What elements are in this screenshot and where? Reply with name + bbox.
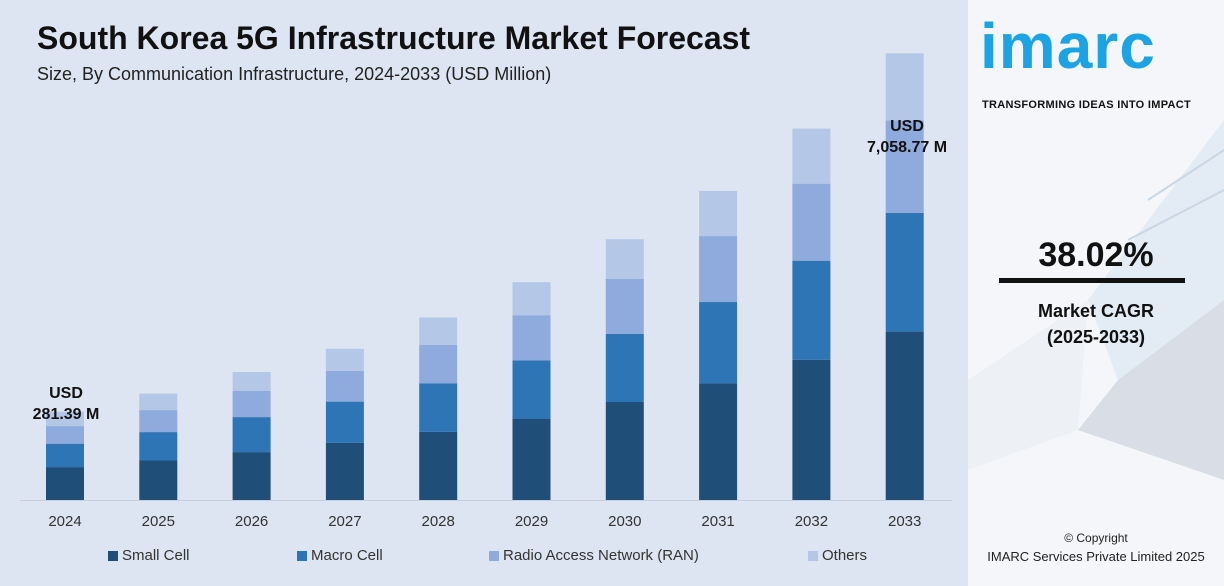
copyright-text: © Copyright (1064, 531, 1128, 545)
bar-2032-others (792, 128, 831, 184)
bar-2031-macro-cell (699, 302, 738, 384)
bar-2030-macro-cell (605, 333, 644, 402)
chart-panel: South Korea 5G Infrastructure Market For… (0, 0, 968, 586)
bar-2026-macro-cell (232, 417, 271, 453)
bar-2025-macro-cell (139, 432, 178, 461)
bar-2028-macro-cell (419, 383, 458, 432)
bar-2031-small-cell (699, 383, 738, 500)
bar-2027-radio-access-network-ran (325, 370, 364, 402)
bar-2027-small-cell (325, 442, 364, 500)
cagr-label: Market CAGR (2025-2033) (968, 298, 1224, 350)
bar-2024-macro-cell (46, 443, 84, 468)
company-name: IMARC Services Private Limited 2025 (987, 549, 1205, 564)
bar-2027-macro-cell (325, 401, 364, 443)
bar-2029-small-cell (512, 418, 551, 500)
bar-2032-macro-cell (792, 260, 831, 360)
chart-title: South Korea 5G Infrastructure Market For… (37, 20, 751, 56)
stacked-bar-chart: 2024 2025 2026 2027 2028 2029 2030 2031 2032 2033 (20, 53, 952, 530)
callout-2033: USD 7,058.77 M (855, 116, 959, 158)
bar-2033-radio-access-network-ran (885, 120, 924, 213)
callout-2024: USD 281.39 M (26, 383, 106, 425)
bar-2029-radio-access-network-ran (512, 315, 551, 361)
bar-2030-radio-access-network-ran (605, 278, 644, 334)
x-tick-label-2031: 2031 (701, 513, 734, 530)
x-tick-label-2026: 2026 (235, 513, 268, 530)
chart-legend: Small Cell Macro Cell Radio Access Netwo… (0, 547, 968, 567)
callout-2024-value: 281.39 M (32, 406, 100, 423)
brand-tagline: TRANSFORMING IDEAS INTO IMPACT (982, 99, 1192, 111)
legend-swatch-small-cell (108, 550, 118, 561)
legend-swatch-others (808, 550, 818, 561)
legend-item-ran: Radio Access Network (RAN) (489, 547, 699, 564)
bar-2032-small-cell (792, 359, 831, 500)
bar-2031-others (699, 190, 738, 236)
legend-label-macro-cell: Macro Cell (311, 547, 383, 564)
bar-2028-radio-access-network-ran (419, 345, 458, 384)
legend-label-ran: Radio Access Network (RAN) (503, 547, 699, 564)
bar-2032-radio-access-network-ran (792, 183, 831, 261)
x-tick-label-2030: 2030 (608, 513, 641, 530)
bar-2026-others (232, 372, 271, 391)
chart-subtitle: Size, By Communication Infrastructure, 2… (37, 64, 552, 84)
bar-2024-small-cell (46, 467, 84, 500)
bar-2029-others (512, 282, 551, 316)
bar-2029-macro-cell (512, 360, 551, 419)
x-tick-label-2027: 2027 (328, 513, 361, 530)
cagr-label-line1: Market CAGR (1037, 301, 1155, 321)
callout-2033-value: 7,058.77 M (866, 139, 948, 156)
legend-item-macro-cell: Macro Cell (297, 547, 383, 564)
x-tick-label-2032: 2032 (795, 513, 828, 530)
bar-2025-radio-access-network-ran (139, 410, 178, 433)
bar-2030-others (605, 239, 644, 279)
legend-item-others: Others (808, 547, 867, 564)
cagr-label-line2: (2025-2033) (1046, 327, 1146, 347)
legend-label-small-cell: Small Cell (122, 547, 190, 564)
legend-label-others: Others (822, 547, 868, 564)
imarc-logo: imarc (980, 10, 1156, 82)
bar-2026-small-cell (232, 452, 271, 500)
background-decoration (968, 120, 1224, 480)
x-tick-label-2025: 2025 (142, 513, 175, 530)
x-tick-label-2028: 2028 (422, 513, 455, 530)
bar-2025-small-cell (139, 460, 178, 500)
legend-item-small-cell: Small Cell (108, 547, 190, 564)
bar-2027-others (325, 348, 364, 371)
bar-2030-small-cell (605, 402, 644, 500)
bar-2033-macro-cell (885, 212, 924, 332)
brand-panel: imarc TRANSFORMING IDEAS INTO IMPACT 38.… (968, 0, 1224, 586)
bar-2033-others (885, 53, 924, 121)
bar-2024-radio-access-network-ran (46, 426, 84, 444)
bar-2031-radio-access-network-ran (699, 236, 738, 303)
bar-2033-small-cell (885, 331, 924, 500)
bar-2028-small-cell (419, 431, 458, 500)
cagr-value: 38.02% (1038, 236, 1154, 274)
cagr-divider (999, 278, 1185, 283)
bar-2025-others (139, 393, 178, 411)
bar-2026-radio-access-network-ran (232, 390, 271, 418)
x-tick-label-2029: 2029 (515, 513, 548, 530)
bar-2024-others (46, 411, 84, 427)
callout-2033-currency: USD (890, 118, 924, 135)
callout-2024-currency: USD (49, 385, 83, 402)
x-tick-label-2033: 2033 (888, 513, 921, 530)
bar-2028-others (419, 317, 458, 345)
legend-swatch-macro-cell (297, 550, 307, 561)
x-tick-label-2024: 2024 (48, 513, 81, 530)
legend-swatch-ran (489, 550, 499, 561)
